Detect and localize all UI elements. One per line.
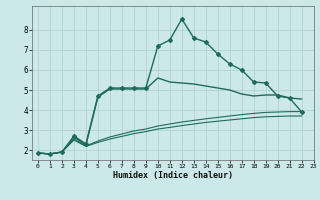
X-axis label: Humidex (Indice chaleur): Humidex (Indice chaleur) bbox=[113, 171, 233, 180]
